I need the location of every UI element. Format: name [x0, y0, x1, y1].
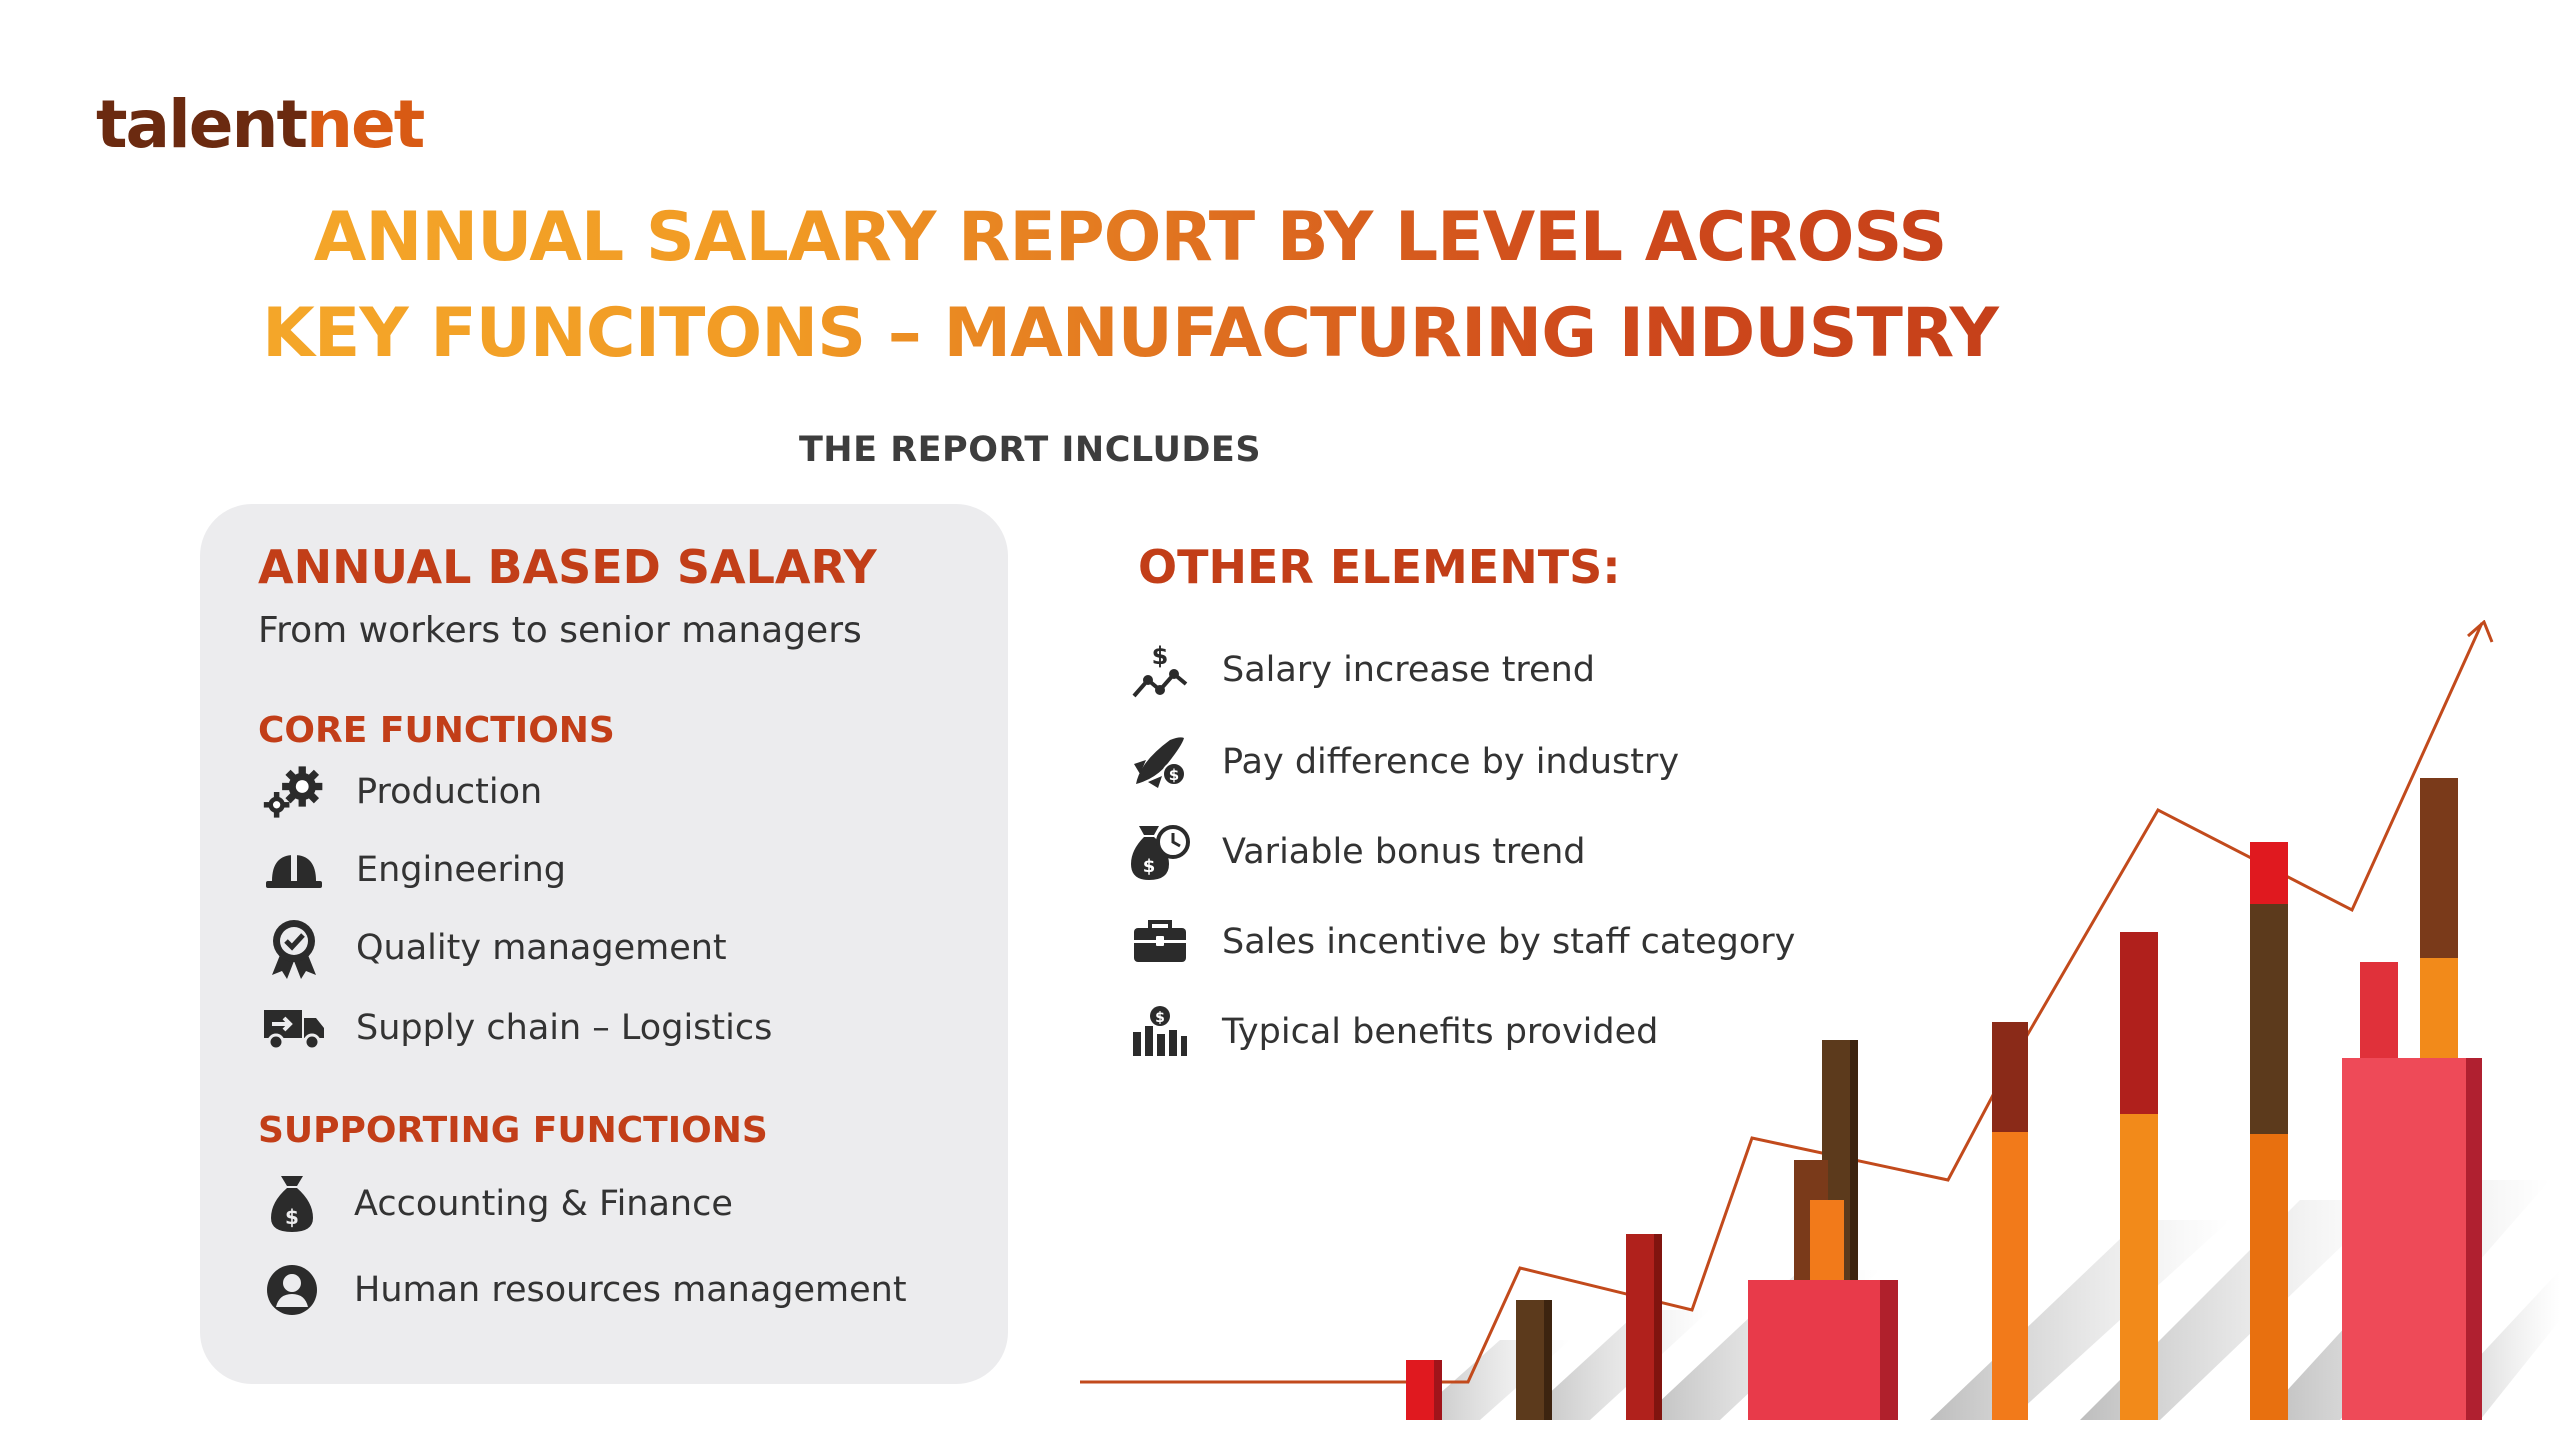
report-title-line-1: ANNUAL SALARY REPORT BY LEVEL ACROSS — [0, 198, 2260, 277]
supporting-function-label: Human resources management — [354, 1270, 907, 1310]
money-bag-clock-icon: $ — [1128, 822, 1192, 882]
award-badge-icon — [262, 918, 326, 979]
hard-hat-icon — [262, 840, 326, 900]
delivery-truck-icon — [262, 998, 326, 1058]
core-function-production: Production — [262, 762, 542, 822]
element-label: Pay difference by industry — [1222, 742, 1680, 782]
salary-panel — [200, 504, 1008, 1384]
brand-logo-part2: net — [306, 86, 425, 163]
core-function-label: Quality management — [356, 928, 727, 968]
element-label: Variable bonus trend — [1222, 832, 1586, 872]
element-label: Sales incentive by staff category — [1222, 922, 1796, 962]
core-function-quality: Quality management — [262, 918, 727, 979]
element-variable-bonus: $ Variable bonus trend — [1128, 822, 1585, 882]
element-typical-benefits: $ Typical benefits provided — [1128, 1002, 1658, 1062]
bars — [1406, 778, 2482, 1420]
dollar-trend-icon: $ — [1128, 640, 1192, 700]
briefcase-icon — [1128, 912, 1192, 972]
other-elements-heading: OTHER ELEMENTS: — [1138, 540, 1621, 594]
trend-arrowhead — [2467, 620, 2494, 643]
money-bag-icon: $ — [260, 1174, 324, 1234]
element-pay-difference: $ Pay difference by industry — [1128, 732, 1679, 792]
supporting-function-accounting: $ Accounting & Finance — [260, 1174, 733, 1234]
svg-text:$: $ — [285, 1205, 299, 1229]
element-label: Typical benefits provided — [1222, 1012, 1659, 1052]
gears-icon — [262, 762, 326, 822]
supporting-function-hr: Human resources management — [260, 1260, 907, 1320]
core-function-supply-chain: Supply chain – Logistics — [262, 998, 772, 1058]
core-function-label: Production — [356, 772, 543, 812]
svg-text:$: $ — [1169, 766, 1179, 784]
brand-logo: talentnet — [96, 86, 425, 163]
brand-logo-part1: talent — [96, 86, 308, 163]
core-function-label: Engineering — [356, 850, 566, 890]
rocket-dollar-icon: $ — [1128, 732, 1192, 792]
svg-text:$: $ — [1152, 642, 1169, 670]
supporting-function-label: Accounting & Finance — [354, 1184, 733, 1224]
svg-text:$: $ — [1155, 1010, 1165, 1026]
svg-text:$: $ — [1143, 856, 1156, 877]
user-circle-icon — [260, 1260, 324, 1320]
core-function-label: Supply chain – Logistics — [356, 1008, 773, 1048]
growth-bars-illustration — [1080, 620, 2560, 1420]
element-sales-incentive: Sales incentive by staff category — [1128, 912, 1795, 972]
element-salary-trend: $ Salary increase trend — [1128, 640, 1595, 700]
annual-salary-heading: ANNUAL BASED SALARY — [258, 540, 877, 594]
benefits-chart-icon: $ — [1128, 1002, 1192, 1062]
report-includes-label: THE REPORT INCLUDES — [798, 430, 1262, 470]
annual-salary-subtitle: From workers to senior managers — [258, 610, 862, 651]
element-label: Salary increase trend — [1222, 650, 1595, 690]
supporting-functions-heading: SUPPORTING FUNCTIONS — [258, 1110, 768, 1151]
core-function-engineering: Engineering — [262, 840, 566, 900]
report-title-line-2: KEY FUNCITONS – MANUFACTURING INDUSTRY — [0, 294, 2260, 373]
core-functions-heading: CORE FUNCTIONS — [258, 710, 615, 751]
